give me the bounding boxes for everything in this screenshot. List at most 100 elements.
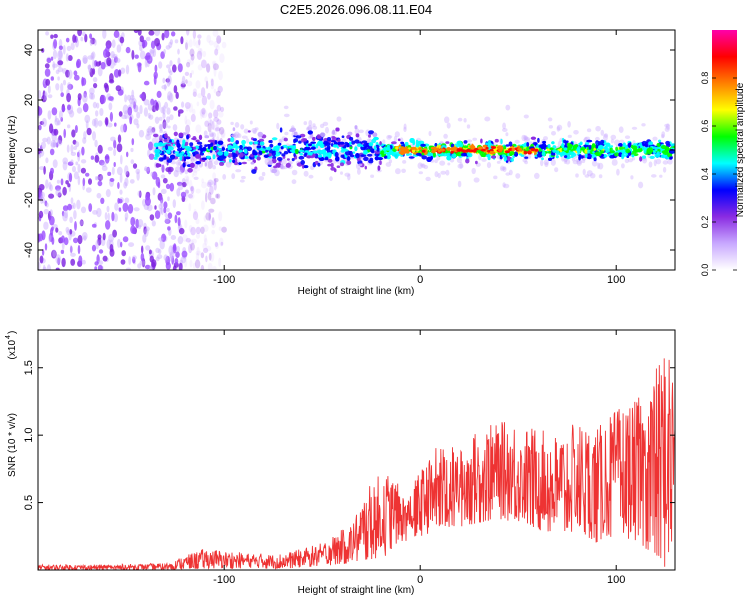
band-dot	[179, 155, 183, 161]
noise-dot	[96, 102, 100, 109]
noise-dot	[87, 64, 92, 70]
noise-dot	[124, 217, 128, 222]
noise-dot	[216, 193, 221, 199]
noise-dot	[60, 235, 65, 243]
noise-dot	[124, 177, 129, 187]
halo-dot	[457, 180, 462, 188]
band-dot	[264, 149, 269, 153]
band-dot	[199, 157, 203, 162]
noise-dot	[128, 97, 135, 104]
noise-dot	[55, 69, 60, 75]
halo-dot	[595, 136, 600, 142]
band-dot	[600, 139, 605, 145]
band-dot	[251, 169, 257, 174]
band-dot	[235, 140, 239, 145]
noise-dot	[146, 166, 151, 175]
band-dot	[184, 141, 189, 146]
halo-dot	[225, 161, 232, 168]
band-dot	[318, 157, 325, 161]
band-dot	[421, 155, 428, 160]
band-dot	[664, 146, 670, 151]
noise-dot	[79, 219, 84, 227]
noise-dot	[114, 122, 117, 127]
halo-dot	[307, 126, 313, 132]
noise-dot	[48, 181, 52, 190]
noise-dot	[136, 171, 140, 181]
noise-dot	[130, 159, 135, 165]
noise-dot	[144, 58, 148, 68]
noise-dot	[58, 45, 64, 51]
band-dot	[281, 153, 286, 157]
halo-dot	[322, 121, 329, 126]
band-dot	[177, 147, 183, 152]
noise-dot	[199, 48, 203, 56]
noise-dot	[195, 188, 201, 194]
noise-dot	[58, 110, 63, 120]
noise-dot	[106, 57, 112, 67]
noise-dot	[192, 262, 197, 269]
halo-dot	[421, 163, 426, 169]
band-dot	[346, 160, 352, 165]
noise-dot	[185, 42, 188, 50]
peak-dot	[517, 147, 522, 151]
noise-dot	[48, 193, 55, 199]
noise-dot	[172, 64, 177, 73]
halo-dot	[234, 122, 240, 128]
noise-dot	[146, 130, 150, 137]
noise-dot	[77, 93, 82, 101]
band-dot	[388, 150, 394, 155]
noise-dot	[50, 34, 54, 39]
noise-dot	[148, 141, 154, 151]
peak-dot	[410, 146, 417, 150]
band-dot	[195, 139, 200, 143]
halo-dot	[443, 133, 448, 139]
noise-dot	[97, 66, 103, 77]
band-dot	[191, 137, 197, 140]
noise-dot	[113, 148, 117, 157]
colorbar-tick-label: 0.0	[700, 264, 710, 277]
band-dot	[153, 142, 159, 148]
noise-dot	[47, 84, 51, 94]
noise-dot	[92, 59, 96, 70]
band-dot	[642, 147, 648, 151]
noise-dot	[205, 187, 209, 195]
band-dot	[304, 150, 309, 153]
noise-dot	[90, 52, 95, 61]
noise-dot	[207, 92, 211, 100]
band-dot	[363, 156, 369, 162]
band-dot	[512, 154, 515, 159]
noise-dot	[121, 250, 126, 257]
noise-dot	[213, 88, 217, 94]
noise-dot	[169, 251, 175, 259]
band-dot	[373, 145, 377, 150]
band-dot	[291, 158, 295, 162]
band-dot	[182, 139, 186, 144]
band-dot	[406, 153, 410, 156]
band-dot	[217, 151, 224, 156]
noise-dot	[201, 109, 208, 119]
band-dot	[466, 151, 471, 157]
noise-dot	[95, 239, 99, 250]
halo-dot	[163, 159, 168, 164]
halo-dot	[208, 131, 214, 137]
halo-dot	[585, 136, 590, 140]
noise-dot	[117, 134, 122, 143]
noise-dot	[133, 207, 140, 212]
colorbar-ticks: 0.0 0.2 0.4 0.6 0.8	[700, 72, 737, 277]
noise-dot	[192, 91, 197, 97]
halo-dot	[251, 128, 258, 133]
halo-dot	[619, 139, 625, 144]
band-dot	[339, 162, 345, 167]
noise-dot	[45, 202, 49, 208]
noise-dot	[206, 62, 210, 72]
noise-dot	[206, 181, 212, 188]
noise-dot	[127, 203, 134, 214]
noise-dot	[72, 34, 76, 43]
noise-dot	[185, 176, 190, 187]
noise-dot	[144, 55, 151, 60]
band-dot	[480, 154, 486, 157]
halo-dot	[394, 131, 400, 138]
peak-dot	[534, 148, 539, 152]
snr-frame	[37, 329, 676, 571]
y-tick-label: 20	[23, 94, 35, 106]
